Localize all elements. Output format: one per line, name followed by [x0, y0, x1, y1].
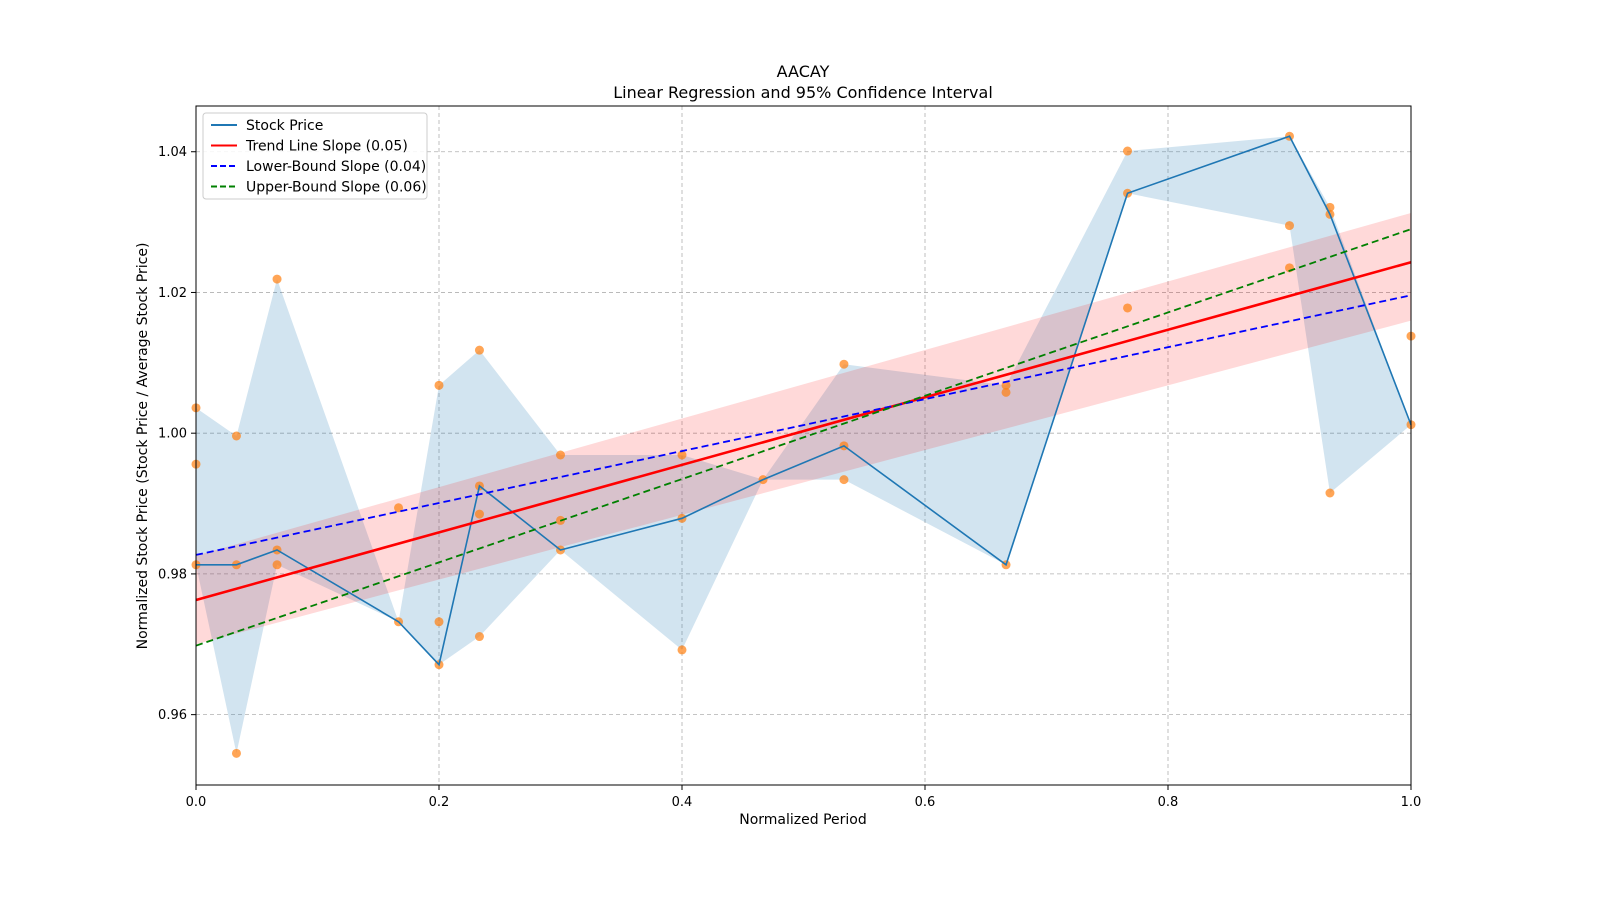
y-tick-label-0: 0.96 — [158, 708, 187, 723]
legend-items: Stock Price Trend Line Slope (0.05) Lower-… — [211, 118, 427, 196]
scatter-point-35 — [1285, 221, 1294, 231]
x-tick-label-4: 0.8 — [1158, 795, 1179, 810]
scatter-point-5 — [231, 748, 241, 758]
legend-box — [202, 112, 428, 200]
y-tick-label-1: 0.98 — [158, 567, 187, 582]
scatter-point-3 — [231, 431, 241, 441]
plot-frame — [195, 105, 1412, 786]
scatter-point-8 — [272, 560, 282, 570]
y-tick-label-4: 1.04 — [158, 145, 187, 160]
scatter-point-33 — [1123, 303, 1133, 313]
legend-label-3: Upper-Bound Slope (0.06) — [246, 180, 427, 196]
x-tick-label-3: 0.6 — [915, 795, 936, 810]
x-axis-ticks: 0.0 0.2 0.4 0.6 0.8 1.0 — [186, 785, 1422, 810]
x-tick-label-2: 0.4 — [672, 795, 693, 810]
scatter-point-31 — [1123, 146, 1133, 156]
legend: Stock Price Trend Line Slope (0.05) Lower-… — [202, 112, 428, 200]
x-tick-label-0: 0.0 — [186, 795, 207, 810]
scatter-point-17 — [474, 632, 484, 642]
scatter-point-25 — [839, 359, 849, 369]
stock-price-range-band-layer — [196, 136, 1411, 754]
trend-confidence-interval-layer — [196, 212, 1411, 645]
scatter-point-6 — [272, 274, 282, 284]
trend-line — [195, 260, 1412, 602]
scatter-point-21 — [677, 450, 687, 460]
scatter-point-27 — [839, 475, 849, 485]
chart-subtitle: Linear Regression and 95% Confidence Int… — [613, 83, 993, 102]
scatter-point-12 — [434, 617, 444, 627]
y-axis-ticks: 0.96 0.98 1.00 1.02 1.04 — [158, 145, 196, 723]
stock-price-range-band — [196, 136, 1411, 754]
x-tick-label-1: 0.2 — [429, 795, 450, 810]
scatter-point-29 — [1001, 387, 1011, 397]
plot-area — [191, 105, 1416, 786]
stock-price-line — [196, 135, 1412, 667]
x-tick-label-5: 1.0 — [1401, 795, 1422, 810]
scatter-point-14 — [474, 345, 484, 355]
scatter-point-39 — [1325, 488, 1335, 498]
series-lines-layer — [195, 135, 1412, 667]
y-tick-label-2: 1.00 — [158, 427, 187, 442]
scatter-point-18 — [556, 450, 565, 460]
trend-confidence-interval-band — [196, 212, 1411, 645]
upper-bound-line — [195, 228, 1412, 647]
chart-title: AACAY — [777, 62, 830, 81]
legend-label-2: Lower-Bound Slope (0.04) — [246, 159, 426, 175]
y-tick-label-3: 1.02 — [158, 286, 187, 301]
y-axis-label: Normalized Stock Price (Stock Price / Av… — [135, 243, 151, 650]
lower-bound-line — [195, 294, 1412, 556]
scatter-point-16 — [474, 509, 484, 519]
x-axis-label: Normalized Period — [739, 812, 867, 828]
scatter-point-11 — [434, 380, 444, 390]
legend-label-0: Stock Price — [246, 118, 323, 134]
scatter-point-23 — [677, 645, 687, 655]
scatter-point-9 — [394, 503, 404, 513]
legend-label-1: Trend Line Slope (0.05) — [245, 139, 408, 155]
